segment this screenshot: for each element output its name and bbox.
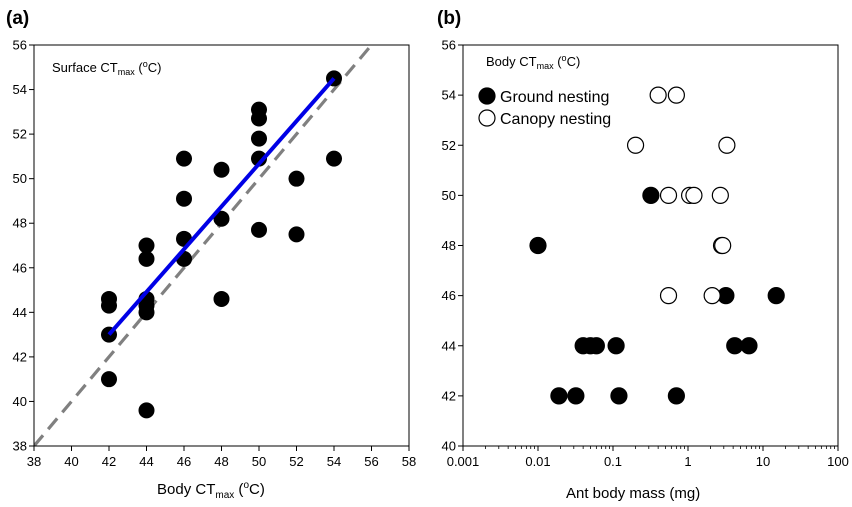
panel-a-point bbox=[138, 250, 155, 267]
panel-b-x-ticks: 0.001 0.01 0.1 1 10 100 bbox=[447, 446, 849, 469]
panel-a-point bbox=[176, 150, 192, 167]
y-tick-label: 44 bbox=[442, 338, 456, 353]
ground-nesting-point bbox=[610, 387, 628, 405]
panel-b-plot-area bbox=[529, 86, 785, 405]
ground-nesting-point bbox=[607, 337, 625, 355]
y-tick-label: 50 bbox=[442, 188, 456, 203]
x-tick-label: 100 bbox=[827, 454, 849, 469]
y-tick-label: 44 bbox=[13, 305, 27, 320]
y-tick-label: 48 bbox=[442, 238, 456, 253]
panel-a-point bbox=[251, 130, 267, 147]
y-tick-label: 42 bbox=[442, 388, 456, 403]
ground-nesting-point bbox=[587, 337, 605, 355]
y-tick-label: 54 bbox=[13, 82, 27, 97]
panel-b-y-axis-label: Body CTmax (oC) bbox=[486, 53, 580, 71]
legend-ground-nesting-label: Ground nesting bbox=[500, 89, 609, 106]
panel-a-frame bbox=[33, 44, 410, 447]
canopy-nesting-point bbox=[714, 236, 732, 255]
x-tick-label: 44 bbox=[139, 454, 153, 469]
panel-a-y-axis-label: Surface CTmax (oC) bbox=[52, 59, 161, 77]
ground-nesting-point bbox=[550, 387, 568, 405]
ground-nesting-point bbox=[529, 236, 547, 255]
canopy-nesting-point bbox=[649, 86, 667, 104]
x-tick-label: 0.1 bbox=[604, 454, 622, 469]
canopy-nesting-point bbox=[703, 287, 721, 305]
canopy-nesting-point bbox=[685, 186, 703, 204]
y-tick-label: 56 bbox=[442, 38, 456, 53]
y-tick-label: 56 bbox=[13, 38, 27, 53]
panel-a-point bbox=[101, 371, 117, 388]
panel-a-y-ticks: 38 40 42 44 46 48 50 52 54 56 bbox=[13, 38, 34, 454]
panel-a-point bbox=[288, 226, 305, 243]
y-tick-label: 40 bbox=[442, 439, 456, 454]
x-tick-label: 10 bbox=[756, 454, 770, 469]
panel-a-point bbox=[326, 150, 342, 167]
panel-a-letter: (a) bbox=[6, 8, 29, 29]
y-tick-label: 50 bbox=[13, 171, 27, 186]
x-tick-label: 42 bbox=[102, 454, 116, 469]
fit-line bbox=[107, 77, 336, 336]
ground-nesting-point bbox=[667, 387, 685, 405]
panel-a-point bbox=[138, 304, 155, 321]
ground-nesting-point bbox=[740, 337, 758, 355]
x-tick-label: 54 bbox=[327, 454, 341, 469]
y-tick-label: 46 bbox=[13, 260, 27, 275]
legend-ground-nesting-marker bbox=[478, 87, 496, 105]
x-tick-label: 58 bbox=[402, 454, 416, 469]
x-tick-label: 0.001 bbox=[447, 454, 480, 469]
canopy-nesting-point bbox=[659, 186, 678, 204]
panel-a-point bbox=[213, 161, 230, 178]
canopy-nesting-point bbox=[659, 287, 678, 305]
panel-a-point bbox=[251, 110, 267, 127]
panel-a-point bbox=[138, 237, 155, 254]
y-tick-label: 54 bbox=[442, 88, 456, 103]
x-tick-label: 46 bbox=[177, 454, 191, 469]
panel-a-x-axis-label: Body CTmax (oC) bbox=[157, 480, 265, 501]
panel-b: (b) 0.001 0.01 0.1 1 10 100 40 42 44 46 48 50 52 54 5… bbox=[437, 8, 849, 502]
panel-a-point bbox=[251, 221, 267, 238]
ground-nesting-point bbox=[767, 287, 785, 305]
legend-canopy-nesting-marker bbox=[478, 109, 496, 127]
y-tick-label: 46 bbox=[442, 288, 456, 303]
panel-b-letter: (b) bbox=[437, 8, 461, 29]
legend-canopy-nesting-label: Canopy nesting bbox=[500, 111, 611, 128]
y-tick-label: 40 bbox=[13, 394, 27, 409]
panel-a-point bbox=[176, 190, 192, 207]
ground-nesting-point bbox=[642, 186, 660, 204]
panel-a-x-ticks: 38 40 42 44 46 48 50 52 54 56 58 bbox=[27, 446, 416, 469]
ground-nesting-point bbox=[567, 387, 585, 405]
panel-a-point bbox=[101, 297, 117, 314]
canopy-nesting-point bbox=[718, 136, 736, 154]
panel-b-legend: Ground nesting Canopy nesting bbox=[478, 87, 611, 128]
panel-a: (a) 38 40 42 44 46 48 50 52 54 56 58 38 40 42 44 46 48 5… bbox=[6, 8, 416, 501]
canopy-nesting-point bbox=[711, 186, 729, 204]
y-tick-label: 42 bbox=[13, 349, 27, 364]
x-tick-label: 48 bbox=[214, 454, 228, 469]
x-tick-label: 38 bbox=[27, 454, 41, 469]
panel-a-point bbox=[213, 210, 230, 227]
panel-a-point bbox=[251, 150, 267, 167]
y-tick-label: 48 bbox=[13, 216, 27, 231]
panel-a-point bbox=[138, 402, 155, 419]
x-tick-label: 56 bbox=[364, 454, 378, 469]
canopy-nesting-point bbox=[626, 136, 645, 154]
panel-b-y-ticks: 40 42 44 46 48 50 52 54 56 bbox=[442, 38, 463, 454]
x-tick-label: 50 bbox=[252, 454, 266, 469]
x-tick-label: 40 bbox=[64, 454, 78, 469]
panel-b-x-axis-label: Ant body mass (mg) bbox=[566, 485, 700, 502]
panel-a-plot-area bbox=[34, 45, 374, 446]
y-tick-label: 52 bbox=[13, 127, 27, 142]
y-tick-label: 38 bbox=[13, 439, 27, 454]
panel-a-point bbox=[288, 170, 305, 187]
y-tick-label: 52 bbox=[442, 138, 456, 153]
panel-a-point bbox=[213, 290, 230, 307]
x-tick-label: 0.01 bbox=[525, 454, 550, 469]
x-tick-label: 52 bbox=[289, 454, 303, 469]
canopy-nesting-point bbox=[667, 86, 685, 104]
ground-nesting-point bbox=[726, 337, 744, 355]
x-tick-label: 1 bbox=[684, 454, 691, 469]
